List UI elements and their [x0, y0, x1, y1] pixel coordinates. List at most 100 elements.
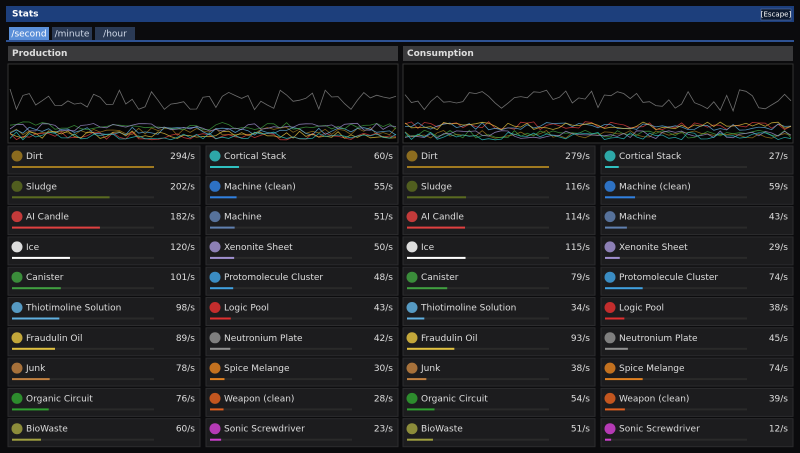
rate-track: [210, 438, 352, 441]
item-name: Neutronium Plate: [224, 334, 303, 344]
item-box: [600, 387, 794, 417]
item-icon: [406, 150, 418, 162]
escape-label[interactable]: [Escape]: [761, 11, 792, 19]
rate-bar: [605, 347, 628, 350]
item-rate: 279/s: [565, 152, 590, 162]
item-icon: [11, 423, 23, 435]
tab-label[interactable]: /second: [11, 30, 46, 40]
graph-line: [9, 126, 397, 136]
graph-line: [404, 122, 792, 131]
rate-track: [605, 408, 747, 411]
item-name: Sonic Screwdriver: [224, 425, 305, 435]
rate-track: [605, 196, 747, 199]
item-icon: [11, 150, 23, 162]
graph-line: [404, 121, 792, 131]
item-icon: [604, 271, 616, 283]
item-name: BioWaste: [421, 425, 463, 435]
item-rate: 50/s: [374, 243, 393, 253]
item-name: Junk: [420, 364, 441, 374]
item-icon: [604, 423, 616, 435]
rate-track: [210, 378, 352, 381]
item-rate: 78/s: [176, 364, 195, 374]
rate-bar: [12, 196, 110, 199]
rate-bar: [407, 408, 435, 411]
item-rate: 39/s: [769, 394, 788, 404]
graph-line: [9, 131, 397, 141]
rate-bar: [407, 347, 455, 350]
graph-line: [404, 131, 792, 141]
rate-bar: [605, 438, 612, 441]
rate-track: [12, 378, 154, 381]
item-name: Organic Circuit: [26, 394, 93, 404]
item-rate: 38/s: [769, 304, 788, 314]
graph-line: [9, 121, 397, 131]
graph-line: [404, 129, 792, 139]
rate-track: [605, 166, 747, 168]
rate-track: [407, 317, 549, 320]
rate-bar: [210, 166, 239, 168]
item-box: [402, 236, 596, 266]
item-icon: [11, 271, 23, 283]
item-box: [402, 357, 596, 387]
item-box: [205, 297, 399, 326]
item-name: Weapon (clean): [224, 394, 294, 404]
rate-bar: [12, 347, 55, 350]
tab[interactable]: [95, 27, 135, 40]
rate-track: [210, 347, 352, 350]
item-box: [600, 266, 794, 296]
rate-bar: [407, 226, 466, 229]
item-rate: 55/s: [374, 182, 393, 192]
item-name: Cortical Stack: [619, 152, 682, 162]
item-name: Canister: [421, 273, 459, 283]
title-bar: [6, 6, 794, 22]
item-box: [205, 175, 399, 205]
item-name: Sonic Screwdriver: [619, 425, 700, 435]
item-icon: [406, 211, 418, 223]
rate-track: [605, 347, 747, 350]
item-rate: 23/s: [374, 425, 393, 435]
item-rate: 116/s: [565, 182, 590, 192]
rate-track: [605, 256, 747, 259]
item-rate: 89/s: [176, 334, 195, 344]
item-name: Xenonite Sheet: [224, 243, 293, 253]
rate-bar: [12, 438, 41, 441]
item-box: [600, 418, 794, 448]
item-box: [600, 357, 794, 387]
item-icon: [406, 332, 418, 344]
tab-label[interactable]: /hour: [103, 30, 127, 40]
item-name: Canister: [26, 273, 64, 283]
rate-bar: [210, 438, 222, 441]
tab[interactable]: [52, 27, 92, 40]
rate-track: [605, 438, 747, 441]
escape-button[interactable]: [760, 8, 792, 21]
item-name: Dirt: [26, 152, 43, 162]
item-rate: 43/s: [374, 304, 393, 314]
item-rate: 74/s: [769, 364, 788, 374]
panel-header: [403, 46, 793, 61]
item-box: [7, 145, 201, 175]
item-rate: 120/s: [170, 243, 195, 253]
item-icon: [406, 180, 418, 192]
item-box: [205, 206, 399, 236]
item-rate: 59/s: [769, 182, 788, 192]
item-name: BioWaste: [26, 425, 68, 435]
item-rate: 48/s: [374, 273, 393, 283]
rate-bar: [605, 166, 619, 168]
item-box: [205, 236, 399, 266]
item-name: Spice Melange: [224, 364, 290, 374]
rate-track: [407, 226, 549, 229]
tab-label[interactable]: /minute: [55, 30, 90, 40]
graph-line: [9, 122, 397, 132]
rate-track: [407, 347, 549, 350]
rate-track: [12, 256, 154, 259]
rate-track: [210, 226, 352, 229]
rate-bar: [407, 287, 448, 290]
item-rate: 34/s: [571, 304, 590, 314]
item-box: [402, 297, 596, 326]
item-box: [402, 266, 596, 296]
graph-area: [402, 63, 794, 144]
item-icon: [11, 332, 23, 344]
item-icon: [11, 392, 23, 404]
tab[interactable]: [9, 27, 49, 40]
rate-bar: [605, 226, 627, 229]
